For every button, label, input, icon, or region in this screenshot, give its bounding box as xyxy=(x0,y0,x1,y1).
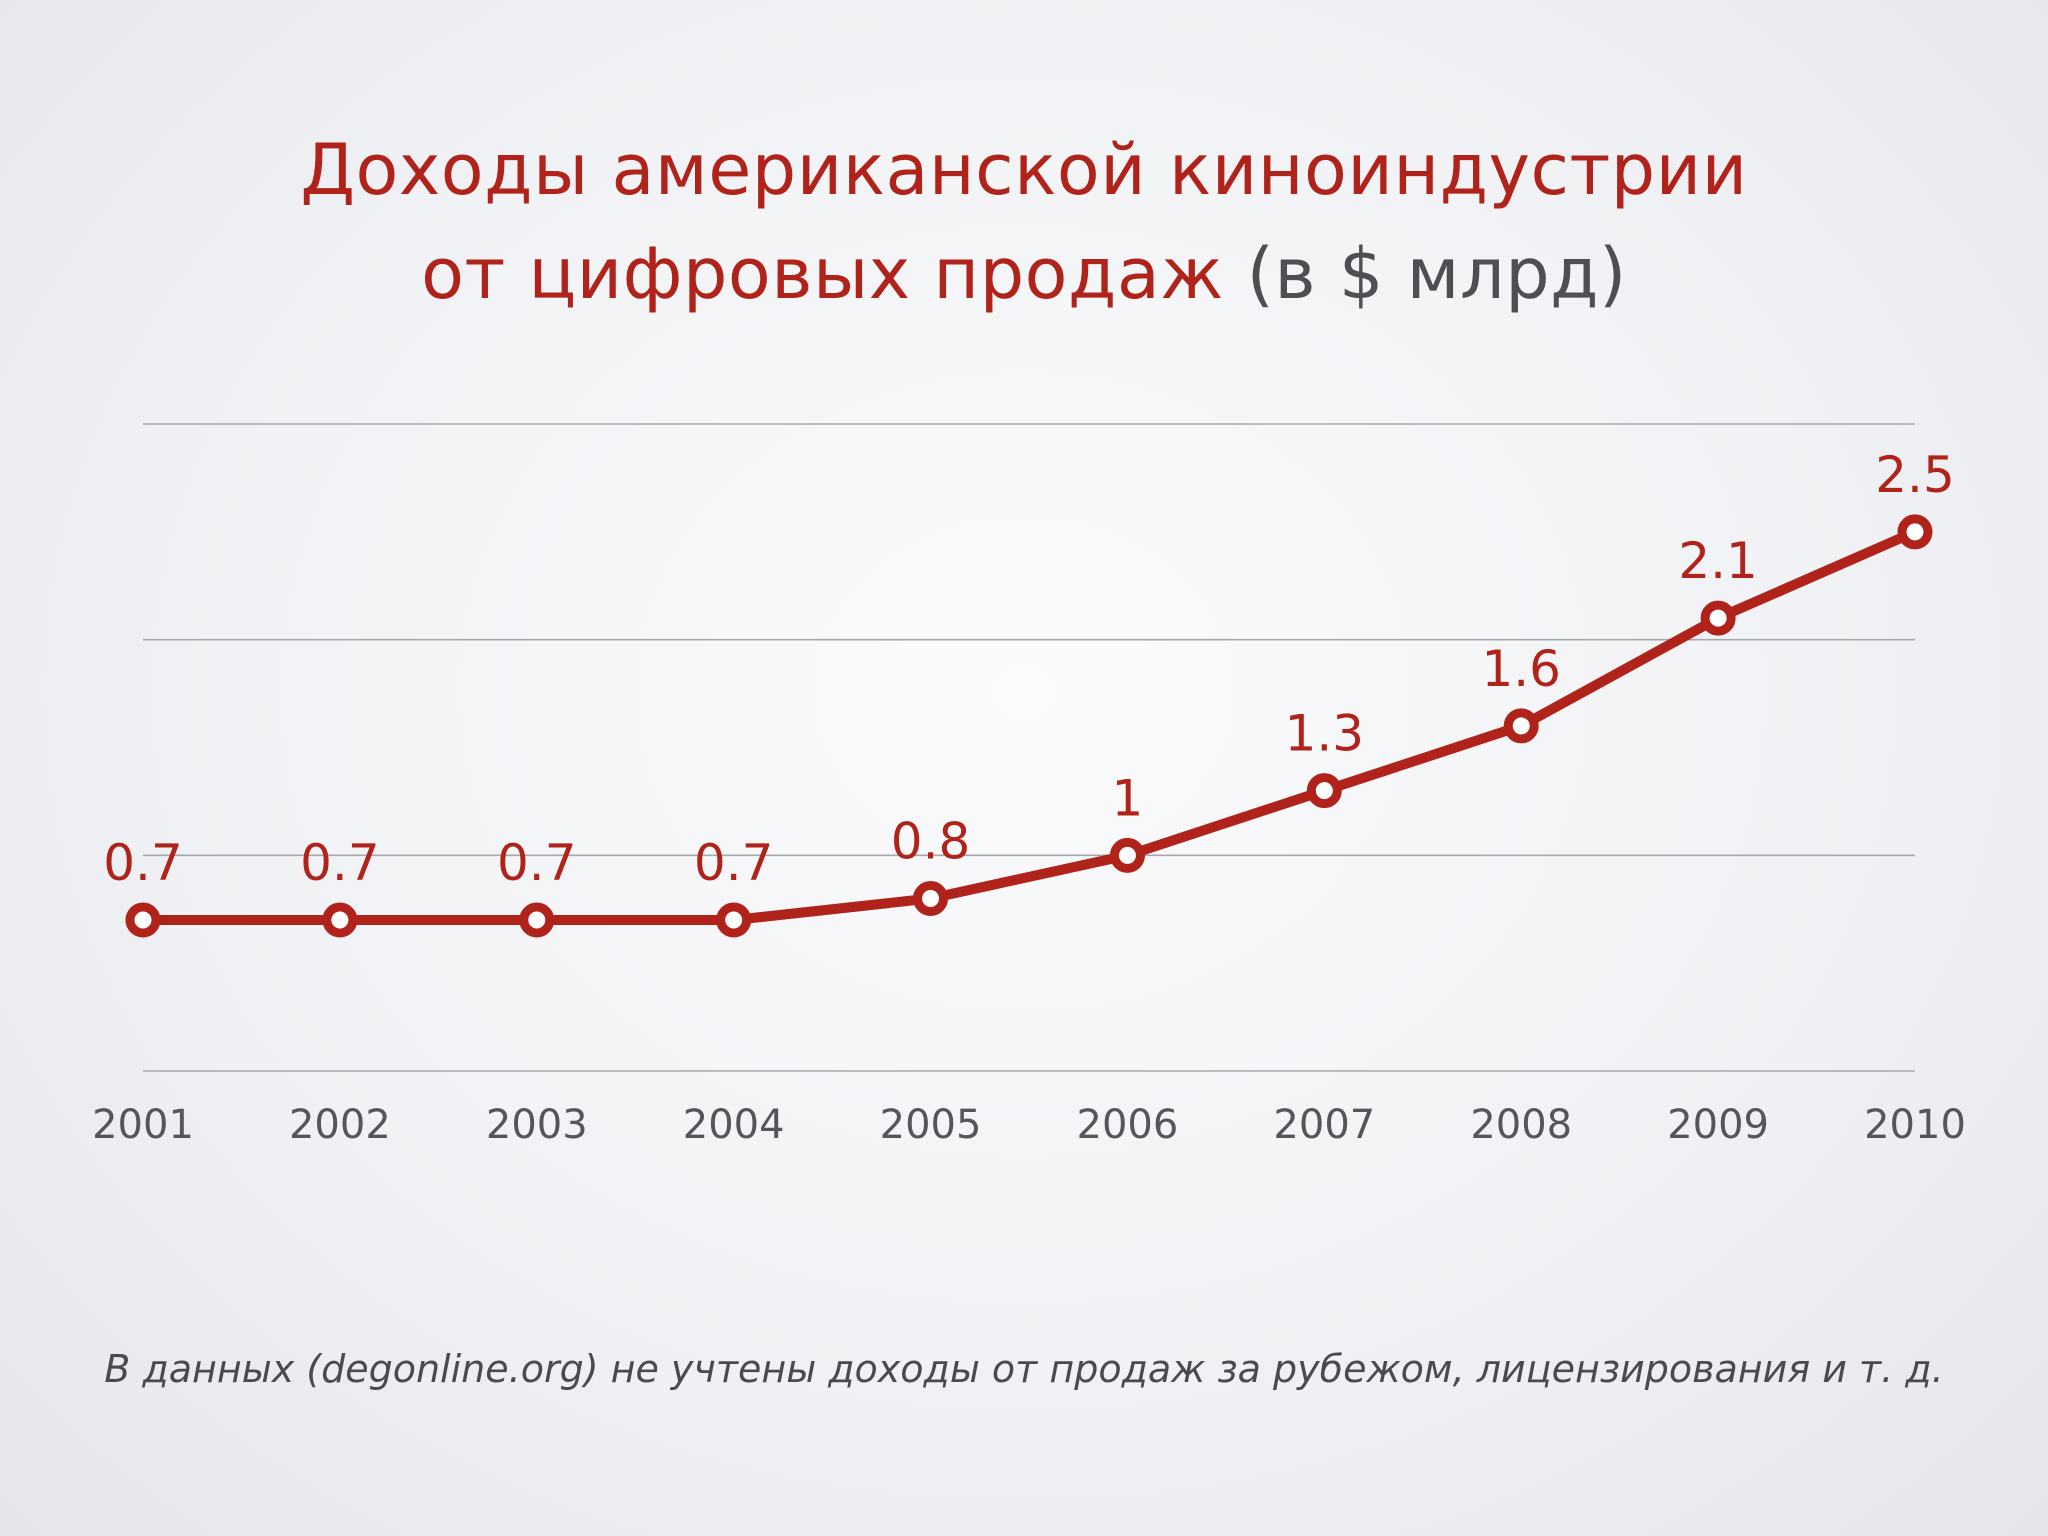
x-tick-label: 2001 xyxy=(92,1102,194,1148)
data-point xyxy=(716,902,752,938)
grid-lines xyxy=(143,423,1915,1072)
data-label: 1.6 xyxy=(1481,640,1561,698)
x-axis-ticks: 2001 2002 2003 2004 2005 2006 2007 2008 2009 2010 xyxy=(92,1102,1966,1148)
x-tick-label: 2009 xyxy=(1667,1102,1769,1148)
data-label: 0.7 xyxy=(497,834,577,892)
data-point xyxy=(1700,600,1736,636)
data-point xyxy=(1503,708,1539,744)
x-tick-label: 2006 xyxy=(1077,1102,1179,1148)
x-tick-label: 2008 xyxy=(1470,1102,1572,1148)
data-label: 1 xyxy=(1112,769,1144,827)
data-label: 0.7 xyxy=(103,834,183,892)
x-tick-label: 2007 xyxy=(1273,1102,1375,1148)
x-tick-label: 2010 xyxy=(1864,1102,1966,1148)
data-point xyxy=(519,902,555,938)
chart-title-unit: (в $ млрд) xyxy=(1246,233,1627,315)
data-point xyxy=(1897,514,1933,550)
chart-title-main: от цифровых продаж xyxy=(421,233,1224,315)
data-point xyxy=(1109,837,1145,873)
data-label: 1.3 xyxy=(1285,705,1365,763)
data-label: 2.5 xyxy=(1875,446,1955,504)
x-tick-label: 2005 xyxy=(880,1102,982,1148)
data-label: 0.7 xyxy=(300,834,380,892)
data-point xyxy=(322,902,358,938)
data-point xyxy=(913,880,949,916)
data-labels: 0.7 0.7 0.7 0.7 0.8 1 1.3 1.6 2.1 2.5 xyxy=(103,446,1955,892)
data-label: 0.7 xyxy=(694,834,774,892)
data-label: 0.8 xyxy=(891,812,971,870)
data-label: 2.1 xyxy=(1678,532,1758,590)
chart-title-line1: Доходы американской киноиндустрии xyxy=(300,129,1748,211)
series-line xyxy=(138,526,1920,926)
chart-title-line2: от цифровых продаж (в $ млрд) xyxy=(0,222,2048,326)
chart-title: Доходы американской киноиндустрии от циф… xyxy=(0,118,2048,326)
series-line-layer xyxy=(138,526,1920,926)
footnote: В данных (degonline.org) не учтены доход… xyxy=(104,1347,1944,1391)
data-point xyxy=(125,902,161,938)
data-points xyxy=(125,514,1933,938)
x-tick-label: 2002 xyxy=(289,1102,391,1148)
x-tick-label: 2003 xyxy=(486,1102,588,1148)
x-tick-label: 2004 xyxy=(683,1102,785,1148)
data-point xyxy=(1306,773,1342,809)
